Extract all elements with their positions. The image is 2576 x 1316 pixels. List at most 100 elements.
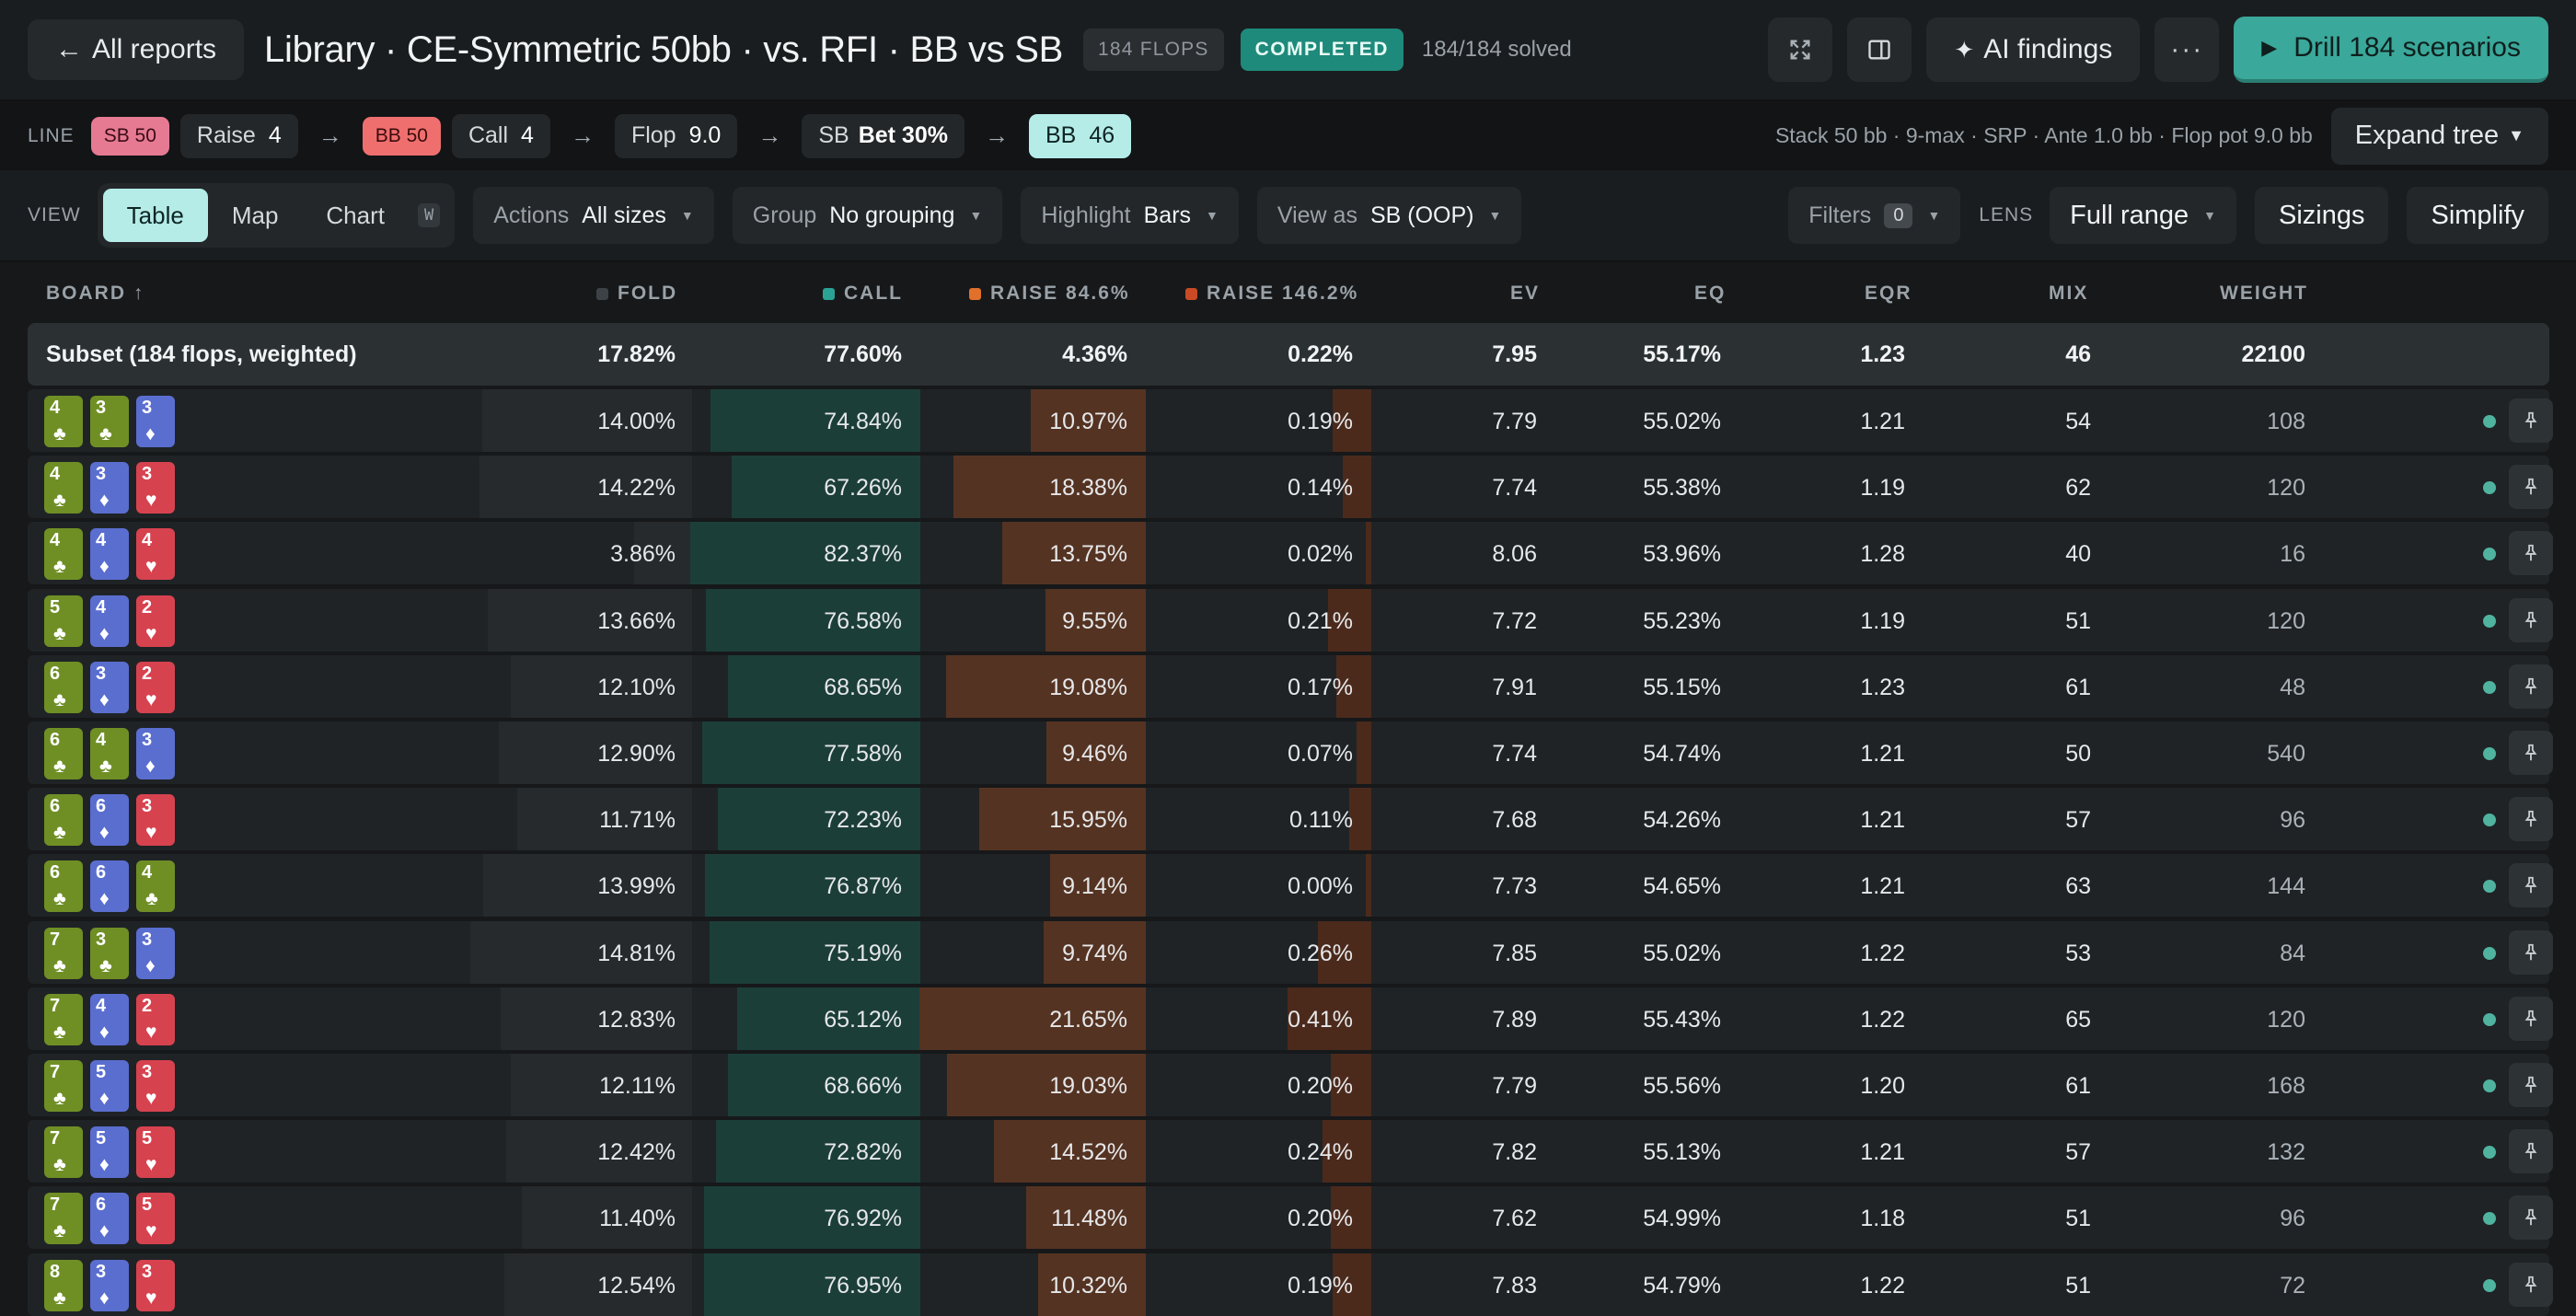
fold-bar xyxy=(634,522,692,585)
cell-raise1: 21.65% xyxy=(1049,1006,1127,1033)
header-call-label: CALL xyxy=(844,283,903,304)
ai-findings-button[interactable]: ✦ AI findings xyxy=(1926,17,2141,82)
arrow-right-icon: → xyxy=(318,121,342,149)
cell-eqr: 1.20 xyxy=(1860,1073,1905,1099)
table-row[interactable]: 4 ♣ 3 ♣ 3 ♦ 14.00% 74.84% 10.97% 0.19% 7.79 55.02% 1… xyxy=(28,389,2553,452)
caret-down-icon: ▼ xyxy=(680,208,694,223)
cell-fold: 12.83% xyxy=(597,1006,676,1033)
line-node-bb-current[interactable]: BB 46 xyxy=(1028,113,1132,158)
line-node-call[interactable]: Call 4 xyxy=(451,113,550,158)
table-row[interactable]: 4 ♣ 3 ♦ 3 ♥ 14.22% 67.26% 18.38% 0.14% 7.74 55.38% 1… xyxy=(28,456,2553,519)
hearts-suit-icon: ♥ xyxy=(145,622,157,644)
board-cards: 6 ♣ 6 ♦ 3 ♥ xyxy=(44,794,182,847)
diamonds-suit-icon: ♦ xyxy=(99,888,110,910)
pin-button[interactable] xyxy=(2509,731,2553,775)
pin-button[interactable] xyxy=(2509,1063,2553,1107)
header-raise1[interactable]: RAISE 84.6% xyxy=(969,283,1130,305)
table-row[interactable]: 8 ♣ 3 ♦ 3 ♥ 12.54% 76.95% 10.32% 0.19% 7.83 54.79% 1… xyxy=(28,1253,2553,1316)
pin-button[interactable] xyxy=(2509,929,2553,975)
header-board[interactable]: BOARD ↑ xyxy=(46,283,145,304)
tab-chart[interactable]: Chart xyxy=(326,201,385,229)
table-row[interactable]: 6 ♣ 6 ♦ 3 ♥ 11.71% 72.23% 15.95% 0.11% 7.68 54.26% 1… xyxy=(28,788,2553,851)
table-row[interactable]: 6 ♣ 3 ♦ 2 ♥ 12.10% 68.65% 19.08% 0.17% 7.91 55.15% 1… xyxy=(28,654,2553,718)
cell-weight: 144 xyxy=(2267,873,2305,900)
cell-mix: 40 xyxy=(2065,541,2091,568)
cell-ev: 8.06 xyxy=(1492,541,1537,568)
header-eq[interactable]: EQ xyxy=(1694,283,1727,304)
tab-map[interactable]: Map xyxy=(231,201,279,229)
pin-button[interactable] xyxy=(2509,996,2553,1041)
card-rank: 4 xyxy=(50,530,61,551)
table-row[interactable]: 7 ♣ 3 ♣ 3 ♦ 14.81% 75.19% 9.74% 0.26% 7.85 55.02% 1.… xyxy=(28,920,2553,984)
clubs-suit-icon: ♣ xyxy=(53,1220,66,1242)
simplify-button[interactable]: Simplify xyxy=(2407,187,2548,244)
status-badge: COMPLETED xyxy=(1240,29,1404,71)
drill-scenarios-button[interactable]: ▶ Drill 184 scenarios xyxy=(2234,17,2548,83)
actions-dropdown[interactable]: Actions All sizes ▼ xyxy=(473,187,714,244)
pin-button[interactable] xyxy=(2509,398,2553,443)
header-mix[interactable]: MIX xyxy=(2049,283,2089,304)
range-dropdown[interactable]: Full range ▼ xyxy=(2050,187,2236,244)
line-node-raise[interactable]: Raise 4 xyxy=(179,113,298,158)
table-row[interactable]: 4 ♣ 4 ♦ 4 ♥ 3.86% 82.37% 13.75% 0.02% 8.06 53.96% 1.… xyxy=(28,522,2553,585)
header-raise2-label: RAISE 146.2% xyxy=(1207,283,1359,304)
view-as-dropdown[interactable]: View as SB (OOP) ▼ xyxy=(1256,187,1522,244)
header-weight[interactable]: WEIGHT xyxy=(2220,283,2308,304)
cell-fold: 12.54% xyxy=(597,1272,676,1299)
hearts-suit-icon: ♥ xyxy=(145,1287,157,1309)
fullscreen-icon xyxy=(1790,40,1810,60)
sizings-button[interactable]: Sizings xyxy=(2254,187,2389,244)
expand-tree-button[interactable]: Expand tree ▼ xyxy=(2330,107,2548,165)
pin-button[interactable] xyxy=(2509,1129,2553,1174)
tab-table[interactable]: Table xyxy=(102,189,208,242)
cell-call: 76.92% xyxy=(824,1206,902,1232)
line-node-flop[interactable]: Flop 9.0 xyxy=(614,113,738,158)
raise2-bar xyxy=(1366,854,1371,918)
highlight-dropdown[interactable]: Highlight Bars ▼ xyxy=(1021,187,1239,244)
table-row[interactable]: 5 ♣ 4 ♦ 2 ♥ 13.66% 76.58% 9.55% 0.21% 7.72 55.23% 1.… xyxy=(28,588,2553,652)
table-row[interactable]: 7 ♣ 6 ♦ 5 ♥ 11.40% 76.92% 11.48% 0.20% 7.62 54.99% 1… xyxy=(28,1186,2553,1250)
table-row[interactable]: 6 ♣ 4 ♣ 3 ♦ 12.90% 77.58% 9.46% 0.07% 7.74 54.74% 1.… xyxy=(28,721,2553,784)
header-eqr[interactable]: EQR xyxy=(1865,283,1912,304)
fullscreen-button[interactable] xyxy=(1768,17,1833,82)
status-dot-icon xyxy=(2483,946,2496,960)
line-node-call-size: 4 xyxy=(521,122,534,148)
board-cards: 4 ♣ 4 ♦ 4 ♥ xyxy=(44,528,182,581)
toggle-panel-button[interactable] xyxy=(1847,17,1912,82)
board-cards: 6 ♣ 6 ♦ 4 ♣ xyxy=(44,860,182,913)
subset-row[interactable]: Subset (184 flops, weighted) 17.82% 77.6… xyxy=(28,323,2549,386)
all-reports-button[interactable]: ← All reports xyxy=(28,19,245,80)
cell-eq: 55.02% xyxy=(1643,409,1721,434)
table-row[interactable]: 7 ♣ 5 ♦ 3 ♥ 12.11% 68.66% 19.03% 0.20% 7.79 55.56% 1… xyxy=(28,1054,2553,1116)
pin-button[interactable] xyxy=(2509,1195,2553,1241)
pin-button[interactable] xyxy=(2509,531,2553,576)
header-raise2[interactable]: RAISE 146.2% xyxy=(1185,283,1358,305)
header-ev[interactable]: EV xyxy=(1510,283,1541,304)
cell-ev: 7.91 xyxy=(1492,674,1537,700)
pin-button[interactable] xyxy=(2509,597,2553,642)
status-dot-icon xyxy=(2483,1278,2496,1292)
cell-raise2: 0.11% xyxy=(1288,807,1353,834)
raise2-bar xyxy=(1357,721,1371,784)
header-fold[interactable]: FOLD xyxy=(596,283,677,305)
pin-button[interactable] xyxy=(2509,1262,2553,1307)
cell-eqr: 1.21 xyxy=(1860,741,1905,767)
table-row[interactable]: 6 ♣ 6 ♦ 4 ♣ 13.99% 76.87% 9.14% 0.00% 7.73 54.65% 1.… xyxy=(28,854,2553,918)
cell-call: 72.23% xyxy=(824,807,902,834)
line-node-sb[interactable]: SB 50 xyxy=(90,116,169,156)
table-row[interactable]: 7 ♣ 4 ♦ 2 ♥ 12.83% 65.12% 21.65% 0.41% 7.89 55.43% 1… xyxy=(28,987,2553,1050)
pin-button[interactable] xyxy=(2509,465,2553,510)
line-node-bb[interactable]: BB 50 xyxy=(362,116,441,156)
board-cards: 4 ♣ 3 ♣ 3 ♦ xyxy=(44,396,182,447)
call-bar xyxy=(704,1186,920,1250)
pin-button[interactable] xyxy=(2509,664,2553,709)
cell-raise2: 0.00% xyxy=(1288,873,1353,900)
table-row[interactable]: 7 ♣ 5 ♦ 5 ♥ 12.42% 72.82% 14.52% 0.24% 7.82 55.13% 1… xyxy=(28,1120,2553,1183)
line-node-sb-bet[interactable]: SB Bet 30% xyxy=(802,113,965,158)
header-call[interactable]: CALL xyxy=(823,283,903,305)
filters-dropdown[interactable]: Filters 0 ▼ xyxy=(1788,187,1961,244)
pin-button[interactable] xyxy=(2509,863,2553,908)
group-dropdown[interactable]: Group No grouping ▼ xyxy=(732,187,1003,244)
more-options-button[interactable]: ··· xyxy=(2154,17,2220,82)
pin-button[interactable] xyxy=(2509,797,2553,842)
